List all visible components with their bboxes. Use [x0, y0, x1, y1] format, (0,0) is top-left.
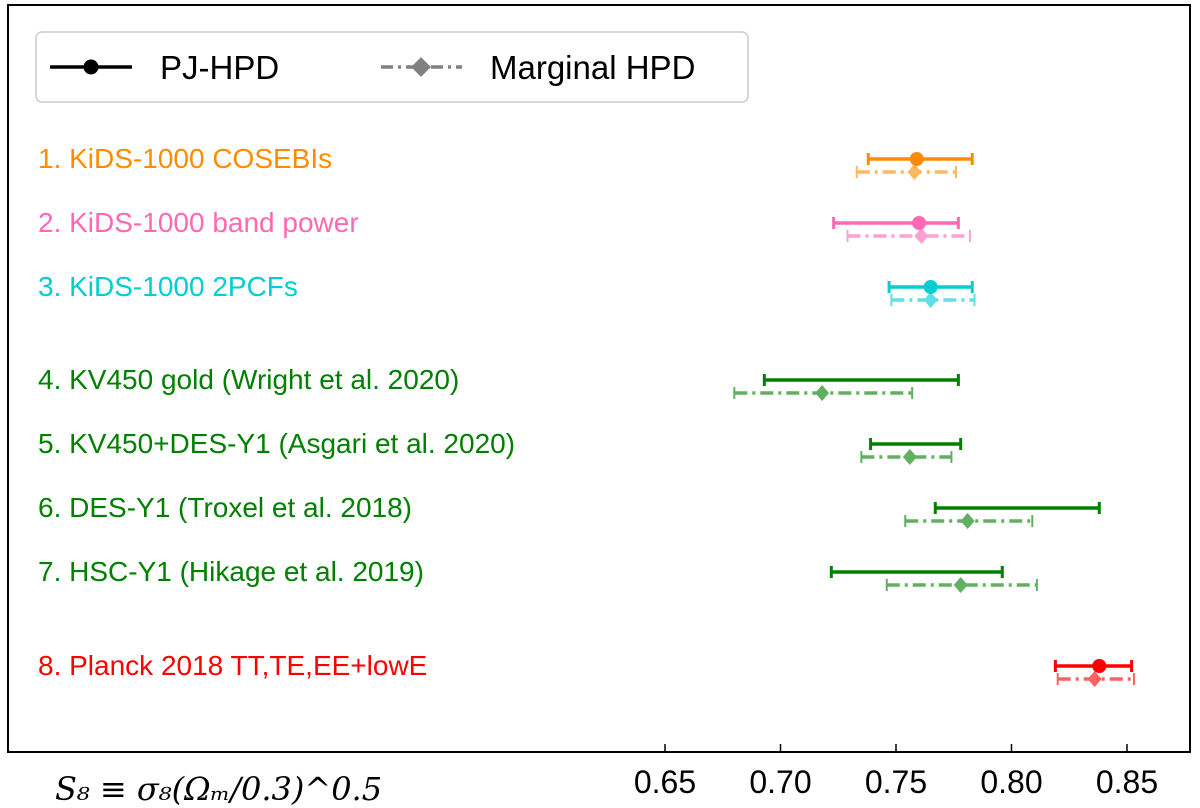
data-row-5: 5. KV450+DES-Y1 (Asgari et al. 2020)	[38, 428, 963, 465]
marginal-hpd-group	[885, 577, 1038, 593]
row-label: 7. HSC-Y1 (Hikage et al. 2019)	[38, 556, 424, 587]
marginal-hpd-marker	[815, 385, 830, 401]
x-axis-label: S₈ ≡ σ₈(Ωₘ/0.3)^0.5	[55, 770, 382, 808]
data-row-1: 1. KiDS-1000 COSEBIs	[38, 143, 974, 180]
legend-entry-pj-hpd: PJ-HPD	[50, 49, 279, 86]
data-row-3: 3. KiDS-1000 2PCFs	[38, 271, 976, 308]
legend-marginal-marker	[411, 57, 431, 77]
row-label: 1. KiDS-1000 COSEBIs	[38, 143, 332, 174]
pj-hpd-marker	[909, 152, 924, 166]
data-row-7: 7. HSC-Y1 (Hikage et al. 2019)	[38, 556, 1038, 593]
x-tick-label: 0.85	[1096, 764, 1158, 800]
row-label: 3. KiDS-1000 2PCFs	[38, 271, 298, 302]
x-axis: 0.65 0.70 0.75 0.80 0.85	[634, 744, 1158, 800]
marginal-hpd-group	[1056, 671, 1135, 687]
marginal-hpd-group	[846, 228, 971, 244]
legend: PJ-HPD Marginal HPD	[35, 31, 749, 103]
marginal-hpd-marker	[960, 513, 975, 529]
marginal-hpd-group	[855, 164, 958, 180]
marginal-hpd-marker	[914, 228, 929, 244]
x-tick-label: 0.80	[980, 764, 1042, 800]
row-label: 2. KiDS-1000 band power	[38, 207, 359, 238]
x-tick-label: 0.70	[749, 764, 811, 800]
legend-pj-marker	[83, 59, 99, 75]
marginal-hpd-group	[890, 292, 976, 308]
marginal-hpd-group	[860, 449, 953, 465]
data-rows: 1. KiDS-1000 COSEBIs 2. KiDS-1000 band po…	[38, 143, 1135, 687]
marginal-hpd-marker	[902, 449, 917, 465]
row-label: 4. KV450 gold (Wright et al. 2020)	[38, 364, 459, 395]
pj-hpd-marker	[1092, 659, 1107, 673]
marginal-hpd-marker	[1087, 671, 1102, 687]
marginal-hpd-group	[904, 513, 1034, 529]
row-label: 6. DES-Y1 (Troxel et al. 2018)	[38, 492, 412, 523]
legend-entry-marginal-hpd: Marginal HPD	[381, 49, 695, 86]
data-row-2: 2. KiDS-1000 band power	[38, 207, 971, 244]
data-row-4: 4. KV450 gold (Wright et al. 2020)	[38, 364, 960, 401]
row-label: 8. Planck 2018 TT,TE,EE+lowE	[38, 650, 427, 681]
marginal-hpd-marker	[907, 164, 922, 180]
legend-pj-label: PJ-HPD	[160, 49, 279, 86]
plot-frame	[7, 4, 1191, 753]
legend-marginal-label: Marginal HPD	[490, 49, 695, 86]
x-tick-label: 0.65	[634, 764, 696, 800]
pj-hpd-marker	[912, 216, 927, 230]
row-label: 5. KV450+DES-Y1 (Asgari et al. 2020)	[38, 428, 515, 459]
pj-hpd-marker	[923, 280, 938, 294]
marginal-hpd-marker	[953, 577, 968, 593]
marginal-hpd-marker	[923, 292, 938, 308]
data-row-6: 6. DES-Y1 (Troxel et al. 2018)	[38, 492, 1101, 529]
marginal-hpd-group	[733, 385, 914, 401]
x-tick-label: 0.75	[865, 764, 927, 800]
data-row-8: 8. Planck 2018 TT,TE,EE+lowE	[38, 650, 1135, 687]
